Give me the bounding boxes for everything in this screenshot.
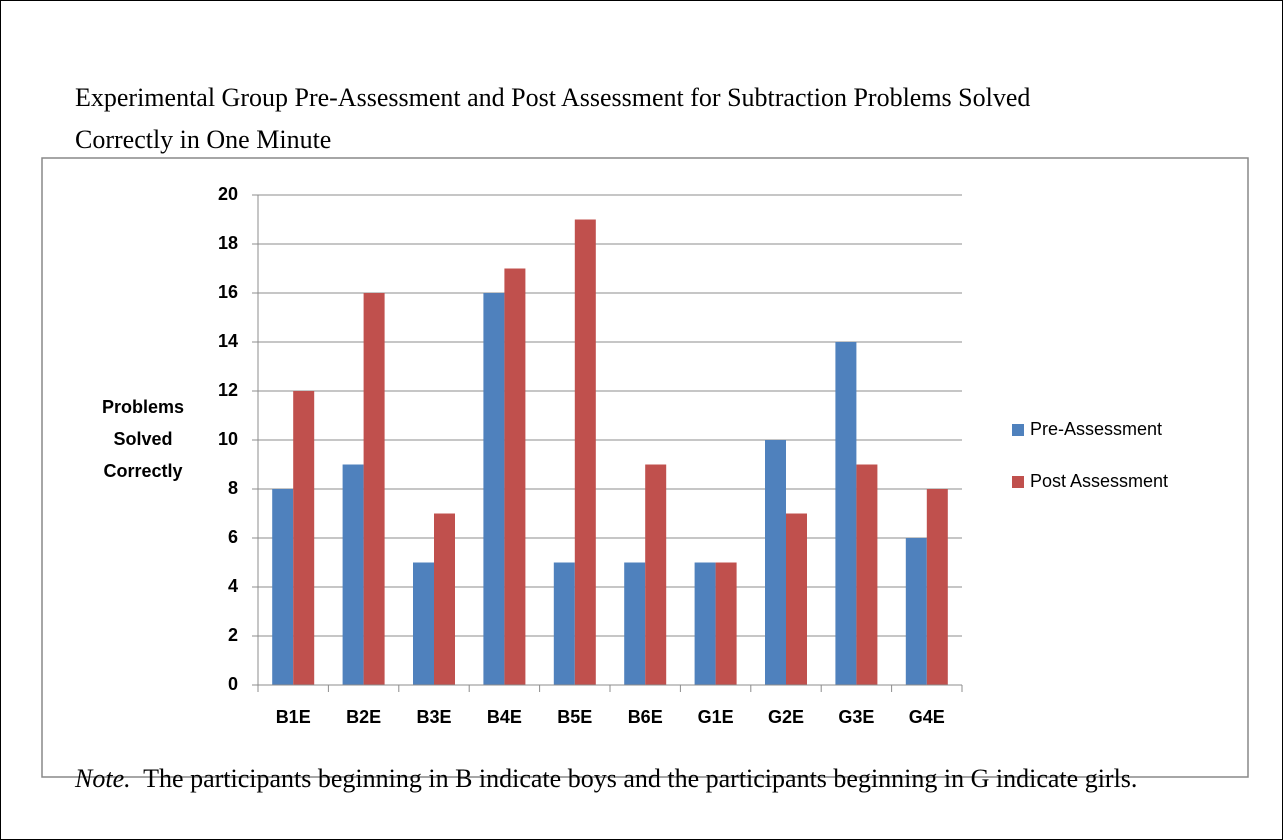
x-tick-label: B3E	[416, 707, 451, 727]
x-tick-label: G3E	[838, 707, 874, 727]
bar	[765, 440, 786, 685]
y-label-line: Correctly	[103, 461, 182, 481]
bar	[574, 219, 596, 685]
legend-swatch	[1012, 476, 1024, 488]
bar	[694, 562, 716, 685]
y-tick-label: 10	[218, 429, 238, 449]
x-tick-label: B2E	[346, 707, 381, 727]
y-tick-label: 18	[218, 233, 238, 253]
y-tick-label: 20	[218, 184, 238, 204]
bar	[363, 293, 385, 685]
legend-swatch	[1012, 424, 1024, 436]
y-axis-label: Problems Solved Correctly	[102, 397, 184, 481]
y-tick-label: 0	[228, 674, 238, 694]
x-tick-label: B1E	[276, 707, 311, 727]
bar	[645, 464, 667, 685]
note-label: Note.	[75, 764, 131, 793]
bar	[715, 562, 737, 685]
note: Note. The participants beginning in B in…	[75, 762, 1245, 796]
x-tick-label: B5E	[557, 707, 592, 727]
x-tick-label: G2E	[768, 707, 804, 727]
y-tick-label: 12	[218, 380, 238, 400]
y-tick-label: 2	[228, 625, 238, 645]
y-tick-label: 14	[218, 331, 238, 351]
y-label-line: Solved	[113, 429, 172, 449]
x-tick-label: G4E	[909, 707, 945, 727]
y-label-line: Problems	[102, 397, 184, 417]
legend-label: Pre-Assessment	[1030, 419, 1162, 439]
bar	[293, 391, 315, 685]
y-tick-label: 4	[228, 576, 238, 596]
bar	[835, 342, 857, 685]
x-tick-label: B4E	[487, 707, 522, 727]
bar	[926, 489, 948, 685]
bar	[434, 513, 455, 685]
bar	[413, 562, 434, 685]
chart-title: Experimental Group Pre-Assessment and Po…	[75, 83, 1031, 154]
y-tick-label: 6	[228, 527, 238, 547]
bar	[553, 562, 575, 685]
x-tick-label: G1E	[698, 707, 734, 727]
bar	[905, 538, 927, 685]
y-tick-label: 16	[218, 282, 238, 302]
bar	[624, 562, 646, 685]
bar	[856, 464, 878, 685]
legend-label: Post Assessment	[1030, 471, 1168, 491]
x-tick-label: B6E	[628, 707, 663, 727]
chart-area	[41, 157, 1249, 778]
bar	[272, 489, 294, 685]
bar	[342, 464, 364, 685]
note-text: The participants beginning in B indicate…	[143, 764, 1138, 793]
bar	[786, 513, 807, 685]
y-tick-label: 8	[228, 478, 238, 498]
bar	[483, 293, 505, 685]
bar	[504, 268, 526, 685]
